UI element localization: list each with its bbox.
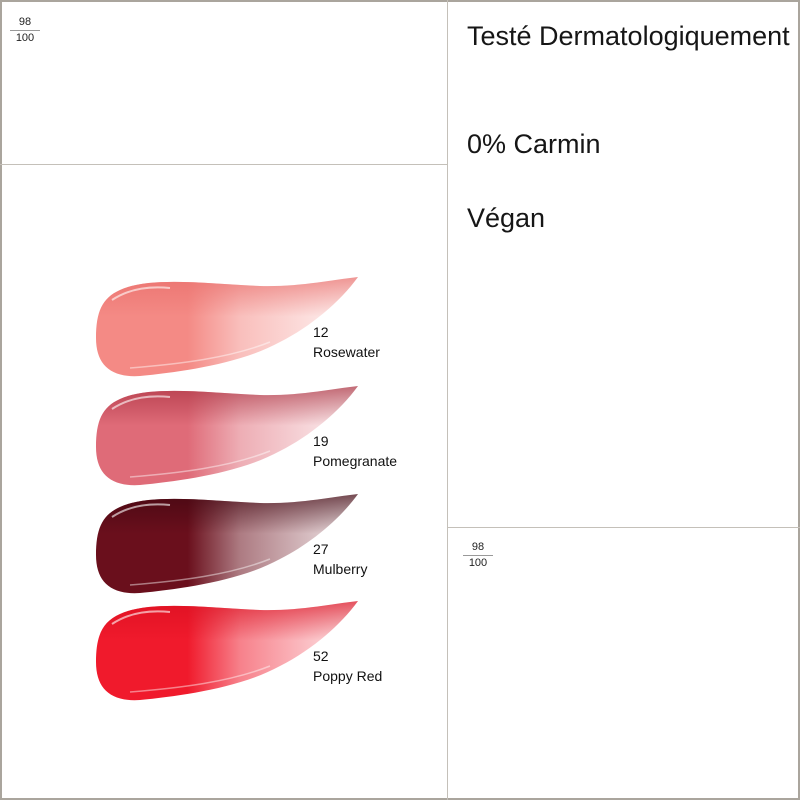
claim-vegan: Végan: [467, 203, 546, 233]
divider-right: [447, 527, 800, 528]
shade-label: 52 Poppy Red: [313, 648, 383, 684]
shade-label: 19 Pomegranate: [313, 433, 398, 469]
shade-swatch: [96, 386, 358, 486]
divider-vertical: [447, 0, 448, 800]
score-badge: 98 100: [463, 541, 493, 570]
claim-dermatologically-tested: Testé Dermatologiquement: [467, 21, 790, 51]
claim-no-carmine: 0% Carmin: [467, 129, 601, 159]
shade-label: 12 Rosewater: [313, 324, 380, 360]
score-badge: 98 100: [10, 16, 40, 45]
shade-label: 27 Mulberry: [313, 541, 368, 577]
shade-swatch: [96, 601, 358, 701]
shade-swatch: [96, 494, 358, 594]
divider-left: [0, 164, 447, 165]
shade-swatch: [96, 277, 358, 377]
